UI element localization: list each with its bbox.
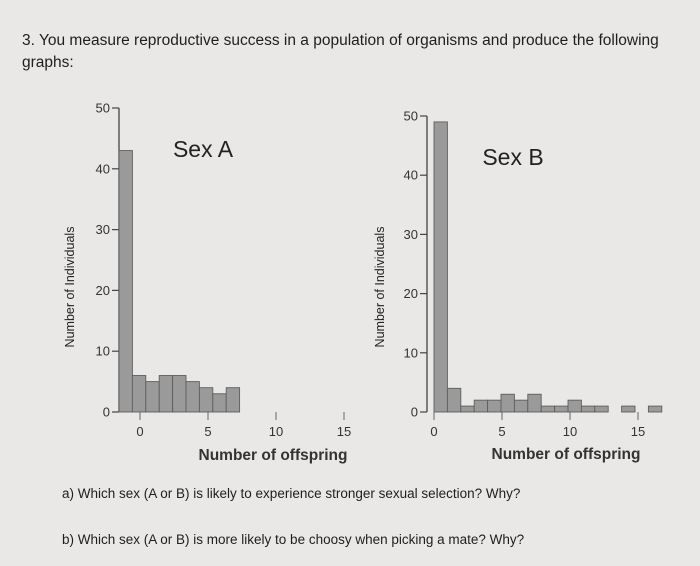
sex-a-y-tick-label: 50 bbox=[96, 101, 110, 116]
sex-b-bar bbox=[647, 405, 663, 413]
sex-a-bar bbox=[118, 150, 133, 413]
sex-a-bar bbox=[225, 387, 241, 413]
sex-a-x-tick-label: 0 bbox=[136, 424, 143, 439]
sex-b-bar bbox=[594, 405, 609, 413]
sex-b-bar bbox=[580, 405, 596, 413]
sex-b-chart-title: Sex B bbox=[482, 144, 543, 170]
sex-b-bar bbox=[567, 399, 582, 413]
sex-a-y-axis-label: Number of Individuals bbox=[63, 227, 77, 348]
sex-a-x-axis-label: Number of offspring bbox=[199, 447, 348, 464]
sex-b-x-axis-label: Number of offspring bbox=[492, 446, 641, 463]
sex-b-x-tick-label: 10 bbox=[563, 424, 577, 439]
sex-b-bar bbox=[446, 387, 462, 413]
sex-b-y-tick-label: 50 bbox=[404, 109, 418, 124]
sex-a-bar bbox=[158, 375, 174, 413]
sex-a-bar bbox=[172, 375, 187, 413]
question-part-a: a) Which sex (A or B) is likely to exper… bbox=[62, 486, 521, 501]
sex-b-bar bbox=[473, 399, 489, 413]
sex-b-y-tick-label: 20 bbox=[404, 286, 418, 301]
sex-a-y-tick-label: 20 bbox=[96, 283, 110, 298]
sex-b-x-tick-label: 15 bbox=[631, 424, 645, 439]
sex-b-bar bbox=[460, 405, 475, 413]
question-text: 3. You measure reproductive success in a… bbox=[22, 32, 659, 71]
sex-a-y-tick-label: 30 bbox=[96, 222, 110, 237]
sex-a-y-tick-label: 10 bbox=[96, 344, 110, 359]
sex-b-bar bbox=[513, 399, 529, 413]
sex-b-bar bbox=[621, 405, 636, 413]
sex-b-bar bbox=[554, 405, 569, 413]
sex-a-bar bbox=[185, 381, 200, 413]
sex-a-y-tick-label: 0 bbox=[103, 405, 110, 420]
sex-a-bar bbox=[212, 393, 227, 413]
sex-a-y-tick-label: 40 bbox=[96, 161, 110, 176]
sex-b-bar bbox=[487, 399, 502, 413]
sex-b-x-tick-label: 0 bbox=[430, 424, 437, 439]
sex-b-y-tick-label: 10 bbox=[404, 345, 418, 360]
sex-a-x-tick-label: 15 bbox=[337, 424, 351, 439]
sex-b-y-tick-label: 40 bbox=[404, 168, 418, 183]
sex-a-x-tick-label: 5 bbox=[204, 424, 211, 439]
question-part-b: b) Which sex (A or B) is more likely to … bbox=[62, 532, 525, 547]
sex-b-y-tick-label: 30 bbox=[404, 227, 418, 242]
sex-b-x-tick-label: 5 bbox=[498, 424, 505, 439]
sex-b-bar bbox=[500, 393, 515, 413]
sex-a-bar bbox=[198, 387, 214, 413]
sex-a-chart-title: Sex A bbox=[173, 136, 234, 162]
sex-a-x-tick-label: 10 bbox=[269, 424, 283, 439]
sex-b-bar bbox=[540, 405, 556, 413]
sex-b-y-axis-label: Number of Individuals bbox=[373, 227, 387, 348]
sex-a-bar bbox=[145, 381, 160, 413]
sex-b-bar bbox=[527, 393, 542, 413]
sex-a-bar bbox=[131, 375, 147, 413]
sex-b-bar bbox=[433, 121, 448, 413]
sex-b-y-tick-label: 0 bbox=[411, 405, 418, 420]
